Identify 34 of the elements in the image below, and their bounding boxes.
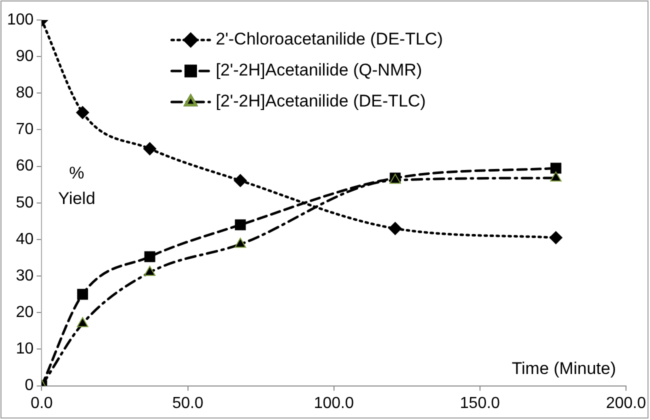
point xyxy=(549,231,562,244)
x-tick-label: 150.0 xyxy=(460,394,500,412)
x-tick-label: 100.0 xyxy=(314,394,354,412)
point xyxy=(144,266,156,276)
y-tick-label: 30 xyxy=(16,267,34,284)
y-tick-label: 80 xyxy=(16,84,34,102)
y-tick-label: 70 xyxy=(16,121,34,138)
y-tick-label: 90 xyxy=(16,48,34,65)
legend-label: [2'-2H]Acetanilide (DE-TLC) xyxy=(216,92,426,111)
point xyxy=(550,172,562,182)
point xyxy=(388,222,402,236)
point xyxy=(143,142,156,156)
y-tick-label: 20 xyxy=(16,304,34,322)
x-tick-label: 0.0 xyxy=(30,394,53,412)
point xyxy=(550,162,562,174)
point xyxy=(234,238,246,248)
x-tick-label: 200.0 xyxy=(606,394,646,412)
y-tick-label: 0 xyxy=(24,377,34,394)
y-tick-label: 50 xyxy=(16,194,34,212)
y-tick-label: 10 xyxy=(16,340,34,358)
point xyxy=(234,174,247,188)
point xyxy=(144,251,156,262)
point xyxy=(76,106,90,120)
y-axis-title: % Yield xyxy=(58,163,96,208)
point xyxy=(234,219,246,230)
legend-label: 2'-Chloroacetanilide (DE-TLC) xyxy=(216,30,443,49)
x-axis-title: Time (Minute) xyxy=(512,358,616,378)
y-tick-label: 100 xyxy=(6,11,34,28)
point xyxy=(77,288,88,300)
point xyxy=(76,317,88,328)
y-tick-label: 60 xyxy=(16,158,34,175)
y-tick-label: 40 xyxy=(16,230,34,248)
legend-label: [2'-2H]Acetanilide (Q-NMR) xyxy=(216,60,422,80)
x-tick-label: 50.0 xyxy=(172,394,204,412)
